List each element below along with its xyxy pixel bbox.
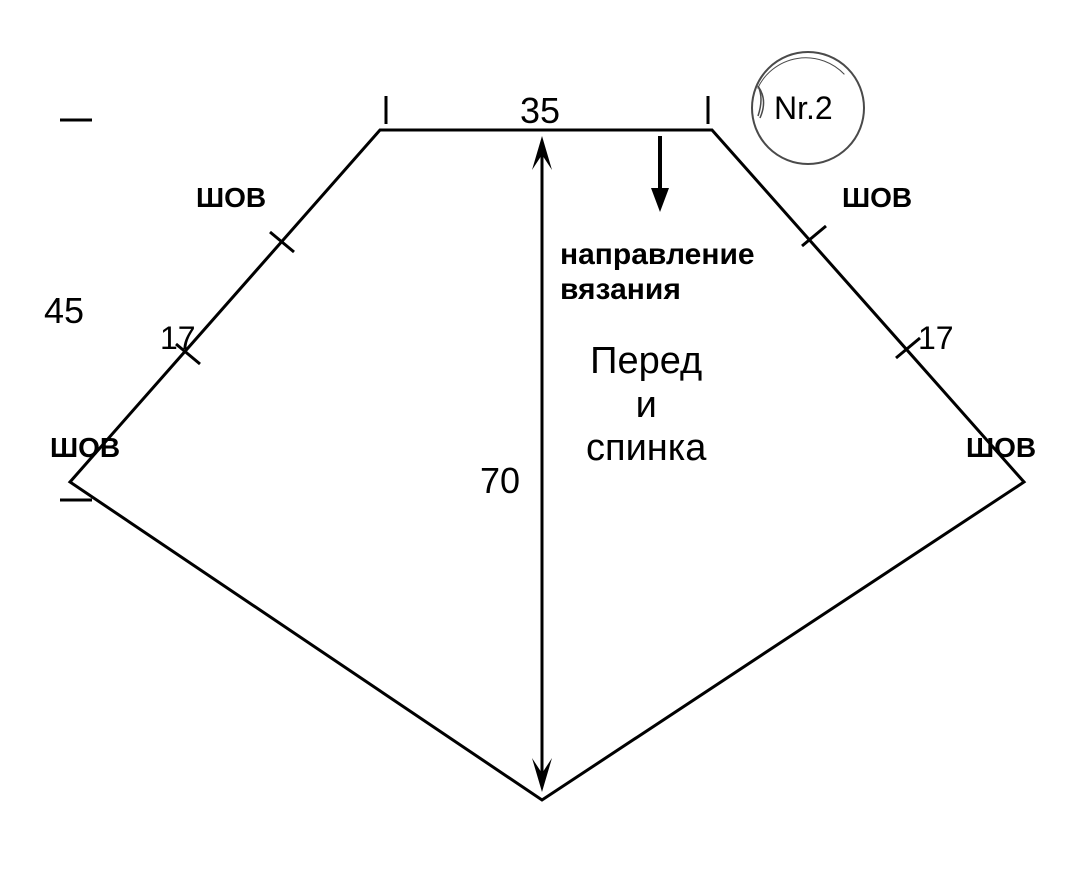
label-seam-bot-left: ШОВ: [50, 432, 120, 464]
label-seam-bot-right: ШОВ: [966, 432, 1036, 464]
label-direction: направление вязания: [560, 238, 755, 307]
label-title: Перед и спинка: [586, 340, 706, 471]
label-height: 70: [480, 460, 520, 501]
label-top-width: 35: [520, 90, 560, 131]
label-left-total: 45: [44, 290, 84, 331]
badge-label: Nr.2: [774, 90, 833, 127]
pattern-diagram: 35 45 17 17 70 ШОВ ШОВ ШОВ ШОВ направлен…: [0, 0, 1080, 886]
label-seam-top-right: ШОВ: [842, 182, 912, 214]
diagram-svg: [0, 0, 1080, 886]
label-seam-top-left: ШОВ: [196, 182, 266, 214]
label-left-diag: 17: [160, 320, 196, 357]
label-right-diag: 17: [918, 320, 954, 357]
